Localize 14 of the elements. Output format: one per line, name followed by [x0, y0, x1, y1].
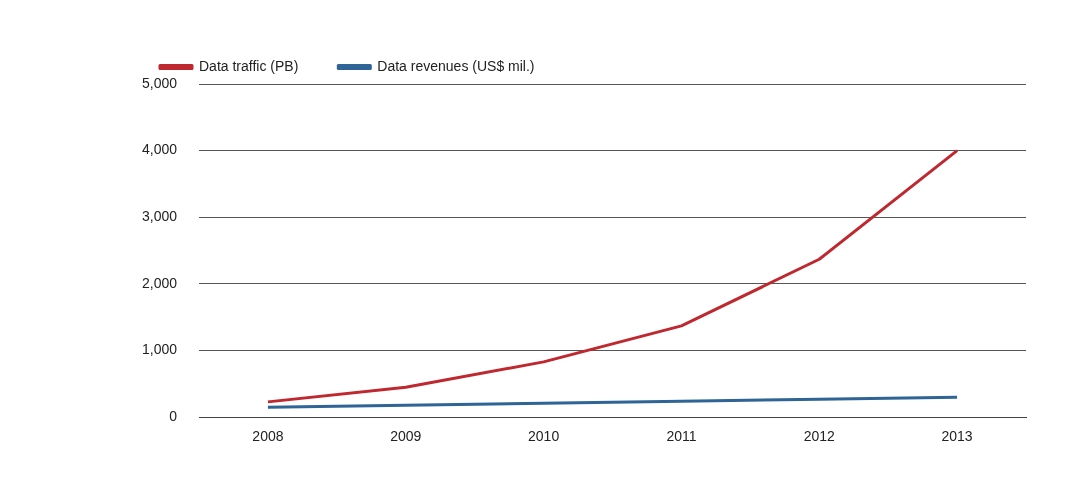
x-tick-label: 2010	[528, 428, 560, 445]
y-tick-label: 1,000	[141, 341, 178, 358]
x-tick-label: 2009	[390, 428, 422, 445]
y-tick-label: 3,000	[141, 208, 178, 225]
y-tick-label: 4,000	[141, 141, 178, 158]
y-tick-label: 2,000	[141, 274, 178, 291]
y-tick-label: 0	[169, 408, 178, 425]
legend-label: Data revenues (US$ mil.)	[377, 57, 535, 74]
x-tick-label: 2013	[941, 428, 973, 445]
y-tick-label: 5,000	[141, 74, 178, 91]
x-tick-label: 2012	[803, 428, 836, 445]
x-tick-label: 2011	[666, 428, 697, 445]
legend-label: Data traffic (PB)	[199, 57, 299, 74]
x-tick-label: 2008	[252, 428, 284, 445]
